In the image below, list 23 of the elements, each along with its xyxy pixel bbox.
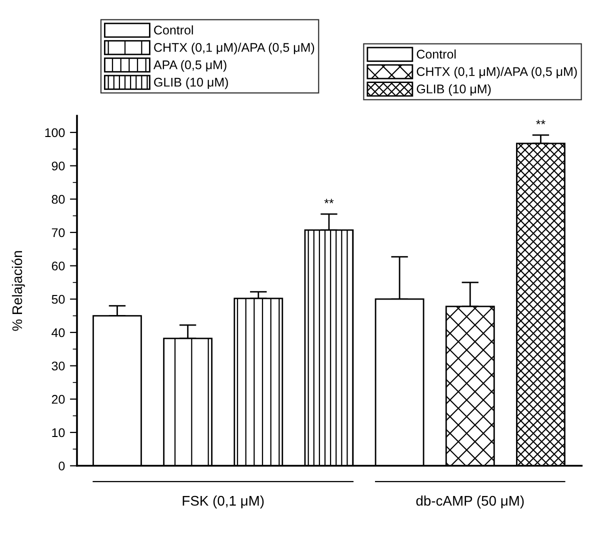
legend-label: CHTX (0,1 μM)/APA (0,5 μM) <box>416 66 577 78</box>
annotation: ** <box>324 198 334 204</box>
y-tick-label: 90 <box>52 162 65 170</box>
y-axis-title: % Relajación <box>12 251 25 331</box>
y-tick-label: 0 <box>58 462 65 470</box>
y-tick-label: 10 <box>52 428 65 438</box>
legend-label: GLIB (10 μM) <box>154 77 228 90</box>
y-tick-label: 50 <box>52 294 65 304</box>
legend-label: Control <box>416 49 456 59</box>
text: FSK (0,1 μM) <box>182 496 264 508</box>
text: db-cAMP (50 μM) <box>416 496 524 508</box>
legend-label: Control <box>154 25 193 35</box>
y-tick-label: 80 <box>52 194 65 204</box>
legend-label: GLIB (10 μM) <box>416 84 491 96</box>
y-tick-label: 20 <box>52 394 65 404</box>
y-tick-label: 100 <box>45 128 65 138</box>
annotation: ** <box>536 120 546 124</box>
y-tick-label: 70 <box>52 228 65 238</box>
legend-label: CHTX (0,1 μM)/APA (0,5 μM) <box>154 42 314 54</box>
y-tick-label: 60 <box>52 262 65 270</box>
y-tick-label: 30 <box>52 362 65 370</box>
legend-label: APA (0,5 μM) <box>153 60 226 72</box>
y-tick-label: 40 <box>52 328 65 338</box>
